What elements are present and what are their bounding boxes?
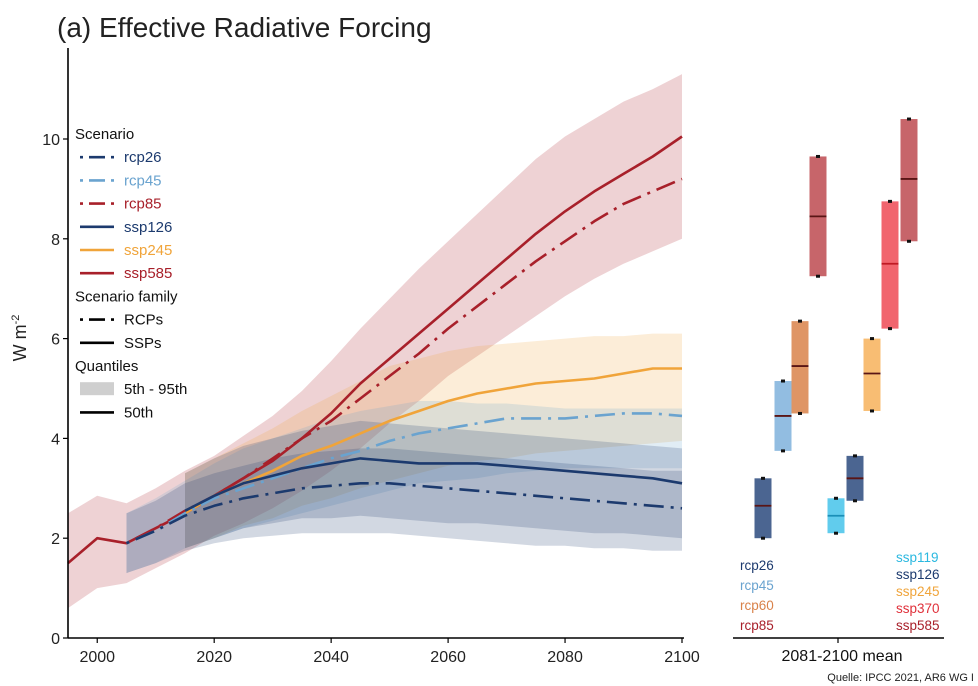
median-lines: [67, 135, 683, 565]
ssp585-band: [68, 74, 682, 609]
ssp245-box-top-cap: [870, 337, 874, 341]
side-label-ssp126: ssp126: [896, 567, 940, 582]
ssp370-box-bottom-cap: [888, 327, 892, 331]
ssp126-box-top-cap: [853, 454, 857, 458]
side-panel-x-label: 2081-2100 mean: [782, 648, 903, 665]
ssp119-box-top-cap: [834, 496, 838, 500]
y-axis-label-superscript: -2: [10, 315, 22, 325]
y-tick-label: 6: [51, 332, 60, 349]
legend-rcp45-label: rcp45: [124, 172, 162, 189]
rcp85-box-top-cap: [816, 154, 820, 158]
legend-quantiles-title: Quantiles: [75, 358, 138, 375]
legend-quantile-label: 50th: [124, 404, 153, 421]
x-tick-label: 2060: [430, 649, 466, 666]
side-panel-2081-2100-mean: 2081-2100 mean rcp26 rcp45 rcp60 rcp85 ssp119…: [733, 117, 944, 665]
chart-title: (a) Effective Radiative Forcing: [57, 12, 432, 43]
x-tick-label: 2100: [664, 649, 700, 666]
ssp126-median-line: [184, 457, 683, 512]
x-tick-label: 2080: [547, 649, 583, 666]
rcp26-box: [754, 478, 772, 539]
ssp585-box: [900, 119, 918, 242]
side-label-ssp119: ssp119: [896, 550, 939, 565]
rcp60-box-bottom-cap: [798, 411, 802, 415]
ssp245-median-line: [184, 367, 682, 515]
side-label-ssp245: ssp245: [896, 584, 940, 599]
rcp45-band: [126, 401, 682, 574]
side-label-rcp45: rcp45: [740, 578, 774, 593]
y-tick-label: 10: [42, 132, 60, 149]
rcp60-box: [791, 321, 809, 414]
y-tick-label: 4: [51, 431, 60, 448]
x-tick-label: 2000: [79, 649, 115, 666]
rcp26-median-line: [125, 481, 683, 545]
axes: 0 2 4 6 8 10 2000 2020 2040 2060 2080 2100: [42, 48, 700, 666]
rcp85-box-bottom-cap: [816, 274, 820, 278]
rcp26-band: [126, 448, 682, 574]
rcp26-box-top-cap: [761, 476, 765, 480]
rcp45-median-line: [125, 412, 683, 545]
ssp370-box: [881, 201, 899, 329]
side-label-rcp60: rcp60: [740, 598, 774, 613]
svg-text:W m-2: W m-2: [10, 315, 30, 362]
rcp60-box-top-cap: [798, 319, 802, 323]
ssp126-box-bottom-cap: [853, 499, 857, 503]
legend-ssp245-label: ssp245: [124, 242, 172, 259]
ssp119-box-bottom-cap: [834, 531, 838, 535]
legend-family-ssps-label: SSPs: [124, 335, 162, 352]
ssp370-box-top-cap: [888, 199, 892, 203]
legend-rcp26-label: rcp26: [124, 149, 162, 166]
rcp45-box-top-cap: [781, 379, 785, 383]
side-label-ssp370: ssp370: [896, 601, 940, 616]
y-tick-label: 2: [51, 531, 60, 548]
legend-quantile-label: 5th - 95th: [124, 381, 187, 398]
uncertainty-bands: [68, 74, 682, 609]
legend-rcp85-label: rcp85: [124, 196, 162, 213]
side-label-ssp585: ssp585: [896, 618, 940, 633]
ssp245-box: [863, 338, 881, 411]
legend-ssp126-label: ssp126: [124, 219, 172, 236]
x-tick-label: 2020: [196, 649, 232, 666]
ssp585-box-top-cap: [907, 117, 911, 121]
source-note: Quelle: IPCC 2021, AR6 WG I: [827, 672, 974, 684]
legend-ssp585-label: ssp585: [124, 265, 172, 282]
ssp245-box-bottom-cap: [870, 409, 874, 413]
y-tick-label: 0: [51, 631, 60, 648]
rcp26-box-bottom-cap: [761, 536, 765, 540]
legend-family-title: Scenario family: [75, 288, 178, 305]
y-axis-label-text: W m: [10, 324, 30, 361]
legend-quantile-band-swatch: [80, 382, 114, 396]
side-label-rcp26: rcp26: [740, 558, 774, 573]
y-axis-label: W m-2: [10, 315, 30, 362]
side-label-rcp85: rcp85: [740, 618, 774, 633]
legend-family-rcps-label: RCPs: [124, 312, 163, 329]
legend: Scenario rcp26 rcp45 rcp85 ssp126 ssp245 ssp58…: [75, 126, 187, 421]
rcp45-box-bottom-cap: [781, 449, 785, 453]
x-tick-label: 2040: [313, 649, 349, 666]
y-tick-label: 8: [51, 232, 60, 249]
ssp585-box-bottom-cap: [907, 239, 911, 243]
ssp245-band: [185, 333, 682, 549]
legend-scenario-title: Scenario: [75, 126, 134, 143]
